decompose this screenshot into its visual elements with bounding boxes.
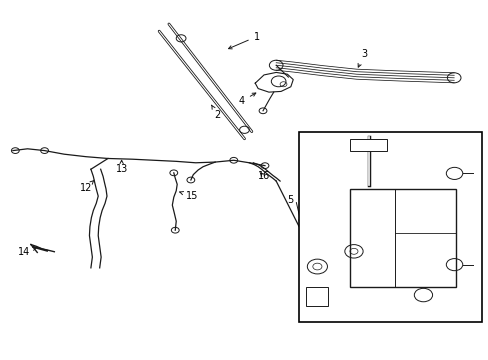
Text: 5: 5 — [286, 195, 292, 205]
Text: 12: 12 — [80, 180, 94, 193]
Text: 9: 9 — [433, 301, 439, 311]
Text: 7: 7 — [316, 143, 323, 153]
Text: 13: 13 — [115, 160, 127, 174]
Text: 8: 8 — [311, 301, 318, 311]
Bar — [349, 139, 386, 150]
Text: 10: 10 — [305, 268, 316, 277]
Text: 3: 3 — [357, 49, 366, 67]
Text: 1: 1 — [228, 32, 259, 49]
Bar — [306, 287, 328, 306]
Text: 4: 4 — [239, 93, 255, 106]
Text: 2: 2 — [211, 105, 221, 121]
Text: 15: 15 — [180, 191, 198, 201]
Bar — [299, 132, 481, 321]
Text: 16: 16 — [257, 171, 269, 181]
Text: 11: 11 — [346, 264, 358, 273]
Text: 6: 6 — [473, 159, 480, 169]
Text: 14: 14 — [18, 247, 36, 257]
Bar — [349, 189, 455, 287]
